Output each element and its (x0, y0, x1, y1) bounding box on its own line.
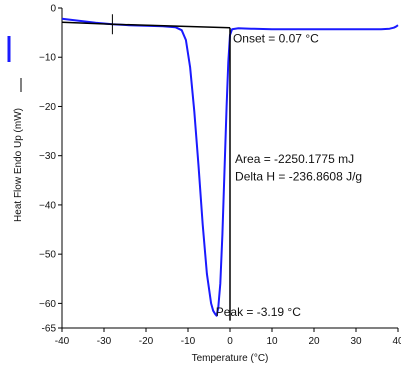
baseline-segment (61, 21, 113, 25)
y-tick-label: −30 (39, 151, 56, 162)
y-tick-label: −20 (39, 102, 56, 113)
x-tick-label: -20 (139, 336, 154, 347)
x-tick-label: 40 (392, 336, 401, 347)
x-tick-label: 0 (227, 336, 233, 347)
baseline-segment (112, 23, 231, 29)
y-axis-title: Heat Flow Endo Up (mW) (13, 108, 24, 222)
y-tick-label: 0 (50, 4, 56, 15)
y-tick-label: −50 (39, 250, 56, 261)
baseline-layer (61, 14, 231, 321)
annotation-label: Peak = -3.19 °C (216, 305, 302, 319)
x-tick-label: -10 (181, 336, 196, 347)
annotation-label: Area = -2250.1775 mJ (235, 152, 354, 166)
x-tick-label: 20 (308, 336, 320, 347)
y-tick-label: −40 (39, 200, 56, 211)
x-tick-label: -30 (97, 336, 112, 347)
x-axis-title: Temperature (°C) (192, 353, 269, 364)
x-tick-label: 30 (350, 336, 362, 347)
annotation-label: Delta H = -236.8608 J/g (235, 169, 362, 183)
y-axis-ticks: 0 −10 −20 −30 −40 −50 −60 -65 (39, 4, 62, 335)
y-tick-label: −60 (39, 299, 56, 310)
legend-swatch (7, 36, 22, 92)
y-tick-label: −10 (39, 53, 56, 64)
x-axis-ticks: -40 -30 -20 -10 0 10 20 30 40 (55, 328, 401, 347)
annotation-label: Onset = 0.07 °C (233, 31, 319, 45)
x-tick-label: -40 (55, 336, 70, 347)
y-tick-label: -65 (42, 324, 57, 335)
x-tick-label: 10 (266, 336, 278, 347)
annotations-layer: Onset = 0.07 °C Area = -2250.1775 mJ Delta… (216, 31, 362, 319)
